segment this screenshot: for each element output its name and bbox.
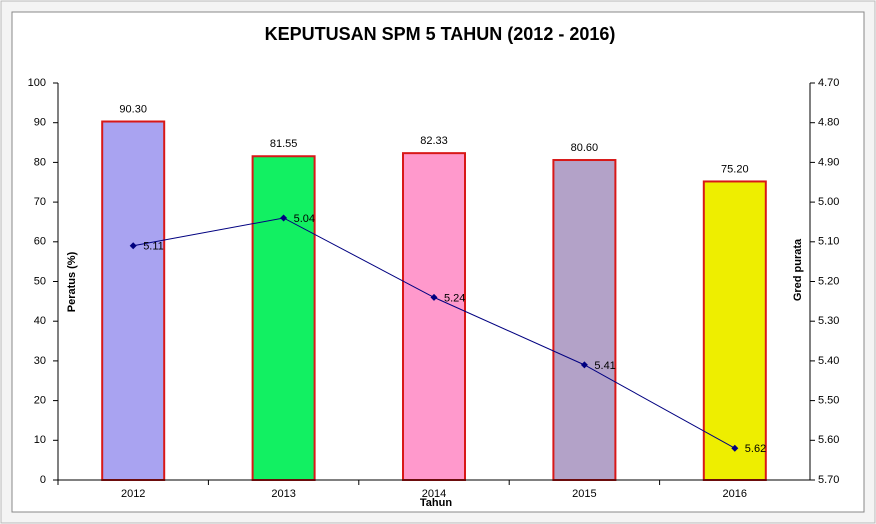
y2-axis-title: Gred purata (792, 238, 804, 301)
y2-tick-label: 5.20 (818, 275, 839, 287)
y-tick-label: 80 (34, 156, 46, 168)
y2-tick-label: 5.50 (818, 395, 839, 407)
y2-tick-label: 5.60 (818, 434, 839, 446)
line-marker (280, 214, 288, 222)
y-tick-label: 10 (34, 434, 46, 446)
bar-label: 80.60 (571, 142, 599, 154)
y2-tick-label: 5.70 (818, 474, 839, 486)
y-tick-label: 40 (34, 315, 46, 327)
chart-title: KEPUTUSAN SPM 5 TAHUN (2012 - 2016) (265, 24, 616, 44)
line-marker (430, 293, 438, 301)
line-marker (731, 444, 739, 452)
bar (702, 180, 767, 481)
line-marker (129, 242, 137, 250)
line-marker (580, 361, 588, 369)
y-tick-label: 100 (28, 77, 46, 89)
y-tick-label: 0 (40, 474, 46, 486)
x-tick-label: 2016 (723, 488, 747, 500)
bar (101, 120, 166, 481)
line-label: 5.62 (745, 443, 766, 455)
line-label: 5.24 (444, 292, 465, 304)
bar (402, 152, 466, 481)
x-tick-label: 2014 (422, 488, 446, 500)
x-tick-label: 2015 (572, 488, 596, 500)
line-label: 5.11 (143, 241, 164, 253)
y-tick-label: 50 (34, 275, 46, 287)
y2-tick-label: 4.70 (818, 77, 839, 89)
bar (552, 159, 617, 481)
x-tick-label: 2013 (271, 488, 295, 500)
y2-tick-label: 5.10 (818, 236, 839, 248)
bar-label: 90.30 (119, 103, 147, 115)
y-tick-label: 60 (34, 236, 46, 248)
y2-tick-label: 4.90 (818, 156, 839, 168)
line-label: 5.04 (294, 213, 315, 225)
y-tick-label: 90 (34, 117, 46, 129)
y-tick-label: 70 (34, 196, 46, 208)
y-axis-title: Peratus (%) (66, 251, 78, 312)
y2-tick-label: 5.00 (818, 196, 839, 208)
y2-tick-label: 5.30 (818, 315, 839, 327)
y-tick-label: 30 (34, 355, 46, 367)
line-label: 5.41 (594, 360, 615, 372)
bar-label: 75.20 (721, 163, 749, 175)
y-tick-label: 20 (34, 395, 46, 407)
y2-tick-label: 4.80 (818, 117, 839, 129)
x-axis-title: Tahun (420, 497, 452, 509)
x-tick-label: 2012 (121, 488, 145, 500)
bar (251, 155, 316, 482)
bar-label: 82.33 (420, 135, 448, 147)
y2-tick-label: 5.40 (818, 355, 839, 367)
bar-label: 81.55 (270, 138, 298, 150)
